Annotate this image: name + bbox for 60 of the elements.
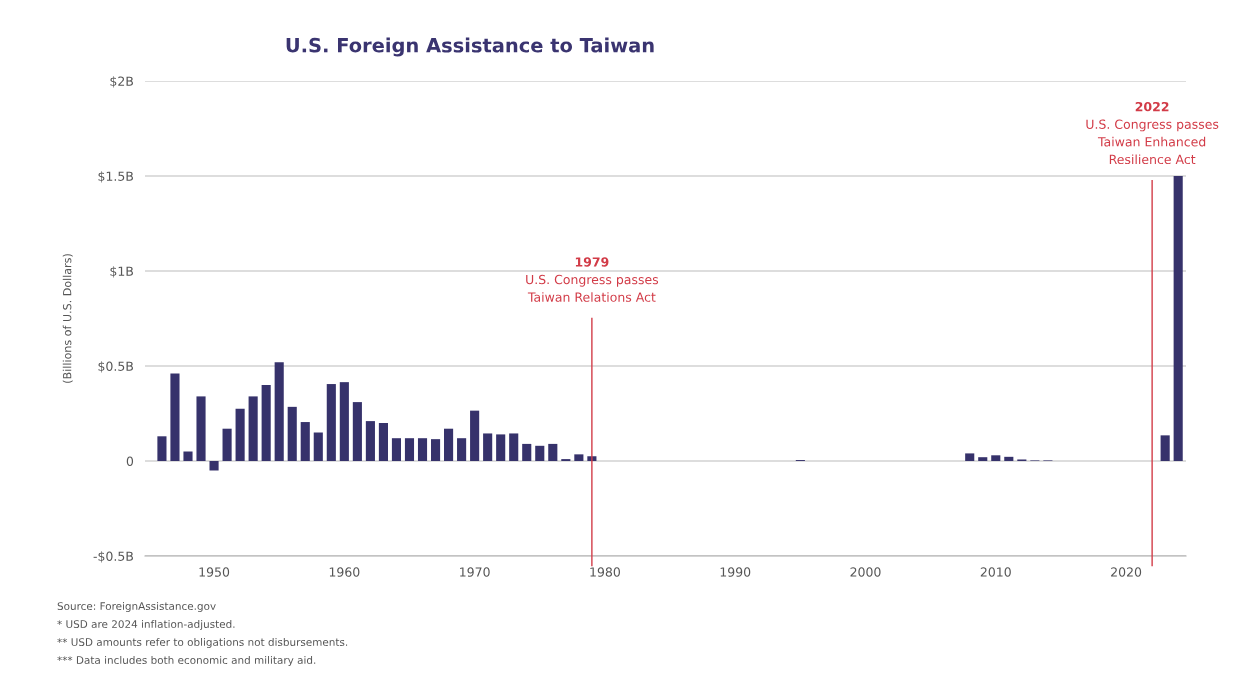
bar [978,457,988,461]
bar [1160,435,1170,461]
bar [991,455,1001,461]
bar [483,433,493,461]
bar [509,433,519,461]
bar [170,373,180,461]
ref-line-label: 2022 U.S. Congress passes Taiwan Enhanced Resilience Act [1086,101,1219,165]
bar [313,432,323,461]
bar [235,408,245,461]
bar [261,385,271,461]
bar [274,362,284,461]
bar [300,422,310,461]
bar [248,396,258,461]
x-tick-label: 1960 [329,567,360,577]
x-tick-label: 2000 [850,567,881,577]
bar [1173,176,1183,461]
x-tick-label: 1990 [720,567,751,577]
x-tick-label: 1950 [199,567,230,577]
bar [183,451,193,461]
bar [391,438,402,461]
bar [535,445,545,461]
bar [157,436,167,461]
bar [326,384,336,461]
x-tick-label: 2020 [1111,567,1142,577]
bar [444,428,454,461]
y-axis-title: (Billions of U.S. Dollars) [62,254,73,383]
bar [209,461,219,471]
y-tick-label: $2B [110,76,133,88]
text: *** Data includes both economic and military aid. [57,655,316,667]
bar [287,406,297,461]
bar [574,454,584,461]
bar [417,438,428,461]
bar [548,443,558,461]
bar [196,396,206,461]
bar [470,410,480,461]
bar [965,453,975,461]
bar [339,382,349,461]
y-tick-label: $1B [110,266,133,278]
bar [378,423,388,461]
text: ** USD amounts refer to obligations not disbursements. [57,637,348,649]
x-tick-label: 1980 [590,567,620,577]
bar [222,428,232,461]
y-tick-label: -$0.5B [93,551,133,563]
ref-line-label: 1979 U.S. Congress passes Taiwan Relations Act [526,257,659,302]
bar [404,438,415,461]
x-tick-label: 2010 [980,567,1011,577]
bar [365,421,375,461]
x-tick-label: 1970 [460,567,490,577]
bar [352,402,362,461]
bar [457,438,467,461]
bar [522,443,532,461]
y-tick-label: $1.5B [98,171,133,183]
bar [496,434,506,461]
source-note: Source: ForeignAssistance.gov [57,601,216,613]
y-tick-label: $0.5B [98,361,133,373]
text: * USD are 2024 inflation-adjusted. [57,619,235,631]
bar [1004,456,1014,461]
bar [430,439,441,461]
chart-title: U.S. Foreign Assistance to Taiwan [286,37,654,57]
y-tick-label: 0 [126,456,134,466]
